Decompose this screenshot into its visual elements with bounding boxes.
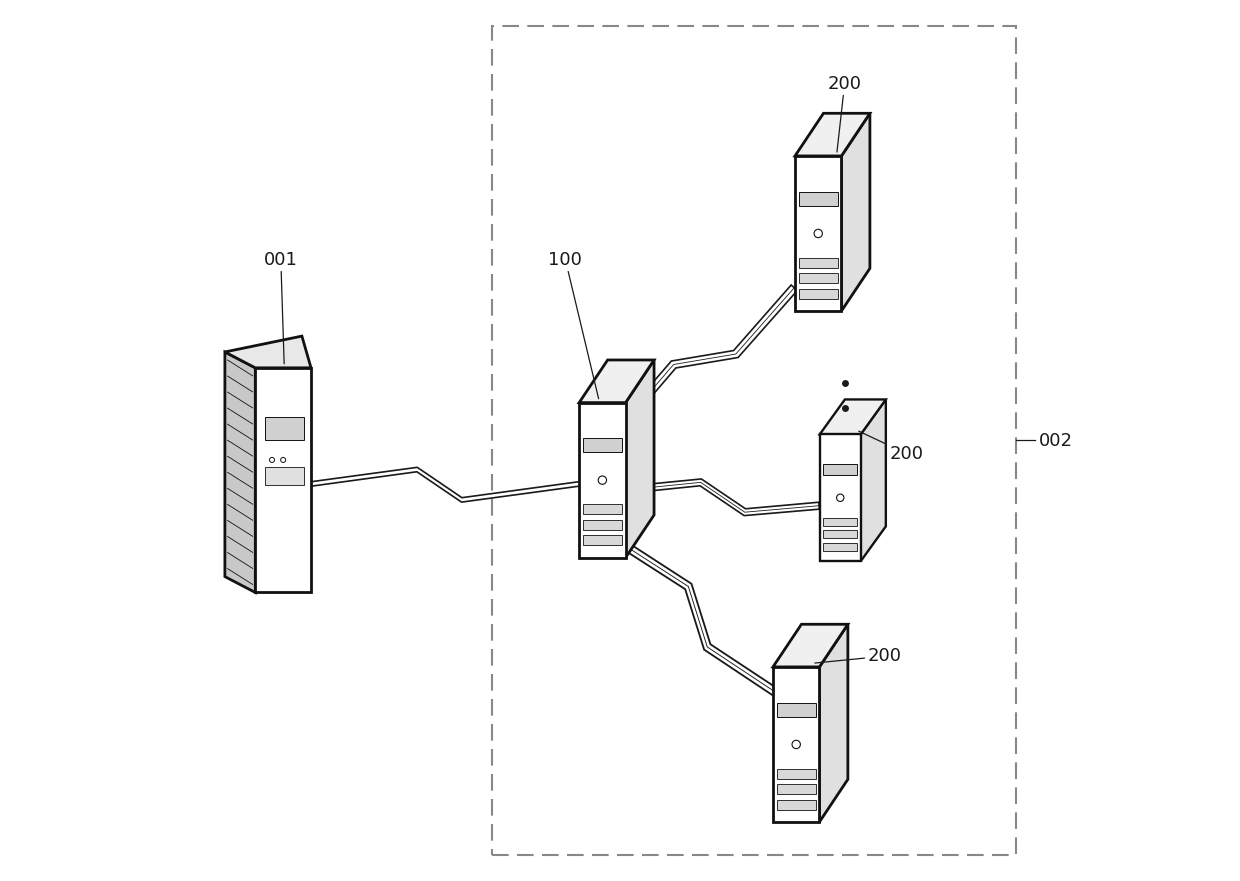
- Polygon shape: [776, 784, 816, 794]
- Polygon shape: [255, 368, 311, 592]
- Polygon shape: [823, 518, 857, 526]
- Circle shape: [280, 457, 285, 463]
- Polygon shape: [799, 273, 838, 283]
- Polygon shape: [823, 463, 857, 475]
- Text: 200: 200: [859, 431, 924, 463]
- Polygon shape: [820, 625, 848, 822]
- Polygon shape: [579, 360, 653, 403]
- Polygon shape: [224, 336, 311, 368]
- Text: 200: 200: [815, 648, 901, 665]
- Polygon shape: [776, 769, 816, 779]
- Bar: [492, 26, 1017, 855]
- Circle shape: [837, 494, 844, 501]
- Polygon shape: [799, 258, 838, 268]
- Polygon shape: [583, 536, 622, 545]
- Polygon shape: [626, 479, 820, 515]
- Polygon shape: [799, 191, 838, 205]
- Polygon shape: [583, 505, 622, 515]
- Polygon shape: [820, 434, 861, 561]
- Text: 001: 001: [264, 251, 298, 364]
- Circle shape: [269, 457, 274, 463]
- Polygon shape: [842, 114, 870, 311]
- Polygon shape: [795, 156, 842, 311]
- Polygon shape: [776, 702, 816, 716]
- Polygon shape: [861, 399, 885, 561]
- Polygon shape: [613, 285, 797, 434]
- Text: 002: 002: [1017, 432, 1073, 449]
- Polygon shape: [579, 403, 626, 558]
- Polygon shape: [583, 438, 622, 452]
- Text: 100: 100: [548, 251, 599, 399]
- Polygon shape: [795, 114, 870, 156]
- Polygon shape: [773, 625, 848, 667]
- Circle shape: [598, 476, 606, 485]
- Polygon shape: [626, 360, 653, 558]
- Circle shape: [792, 740, 800, 749]
- Text: 200: 200: [827, 75, 862, 152]
- Polygon shape: [224, 352, 255, 592]
- Polygon shape: [776, 800, 816, 810]
- Polygon shape: [611, 535, 784, 700]
- Circle shape: [813, 229, 822, 238]
- Polygon shape: [773, 667, 820, 822]
- Polygon shape: [799, 289, 838, 299]
- Polygon shape: [820, 399, 885, 434]
- Polygon shape: [583, 520, 622, 529]
- Polygon shape: [823, 543, 857, 551]
- Polygon shape: [265, 467, 304, 485]
- Polygon shape: [823, 530, 857, 538]
- Polygon shape: [265, 418, 304, 440]
